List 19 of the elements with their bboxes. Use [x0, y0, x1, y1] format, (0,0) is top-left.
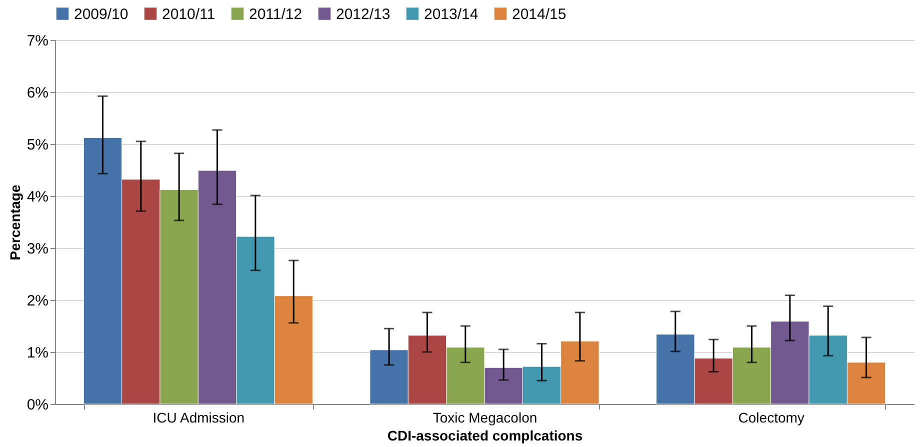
legend-label: 2012/13: [336, 6, 390, 23]
legend-label: 2013/14: [424, 6, 478, 23]
x-tick-label: Toxic Megacolon: [432, 410, 538, 426]
x-axis-title: CDI-associated complcations: [387, 428, 583, 444]
y-axis-title: Percentage: [6, 184, 23, 260]
y-tick-label: 2%: [26, 292, 48, 310]
y-tick-label: 5%: [26, 136, 48, 154]
legend-label: 2009/10: [74, 6, 128, 23]
y-tick-label: 0%: [26, 396, 48, 414]
x-tick-label: ICU Admission: [152, 410, 245, 426]
y-tick-label: 7%: [26, 32, 48, 50]
y-tick-label: 1%: [26, 344, 48, 362]
y-tick-label: 3%: [26, 240, 48, 258]
legend-label: 2010/11: [162, 6, 216, 23]
legend-label: 2011/12: [249, 6, 302, 23]
y-tick-label: 6%: [26, 84, 48, 102]
y-tick-label: 4%: [26, 188, 48, 206]
legend-label: 2014/15: [512, 6, 566, 23]
x-tick-label: Colectomy: [738, 410, 804, 426]
